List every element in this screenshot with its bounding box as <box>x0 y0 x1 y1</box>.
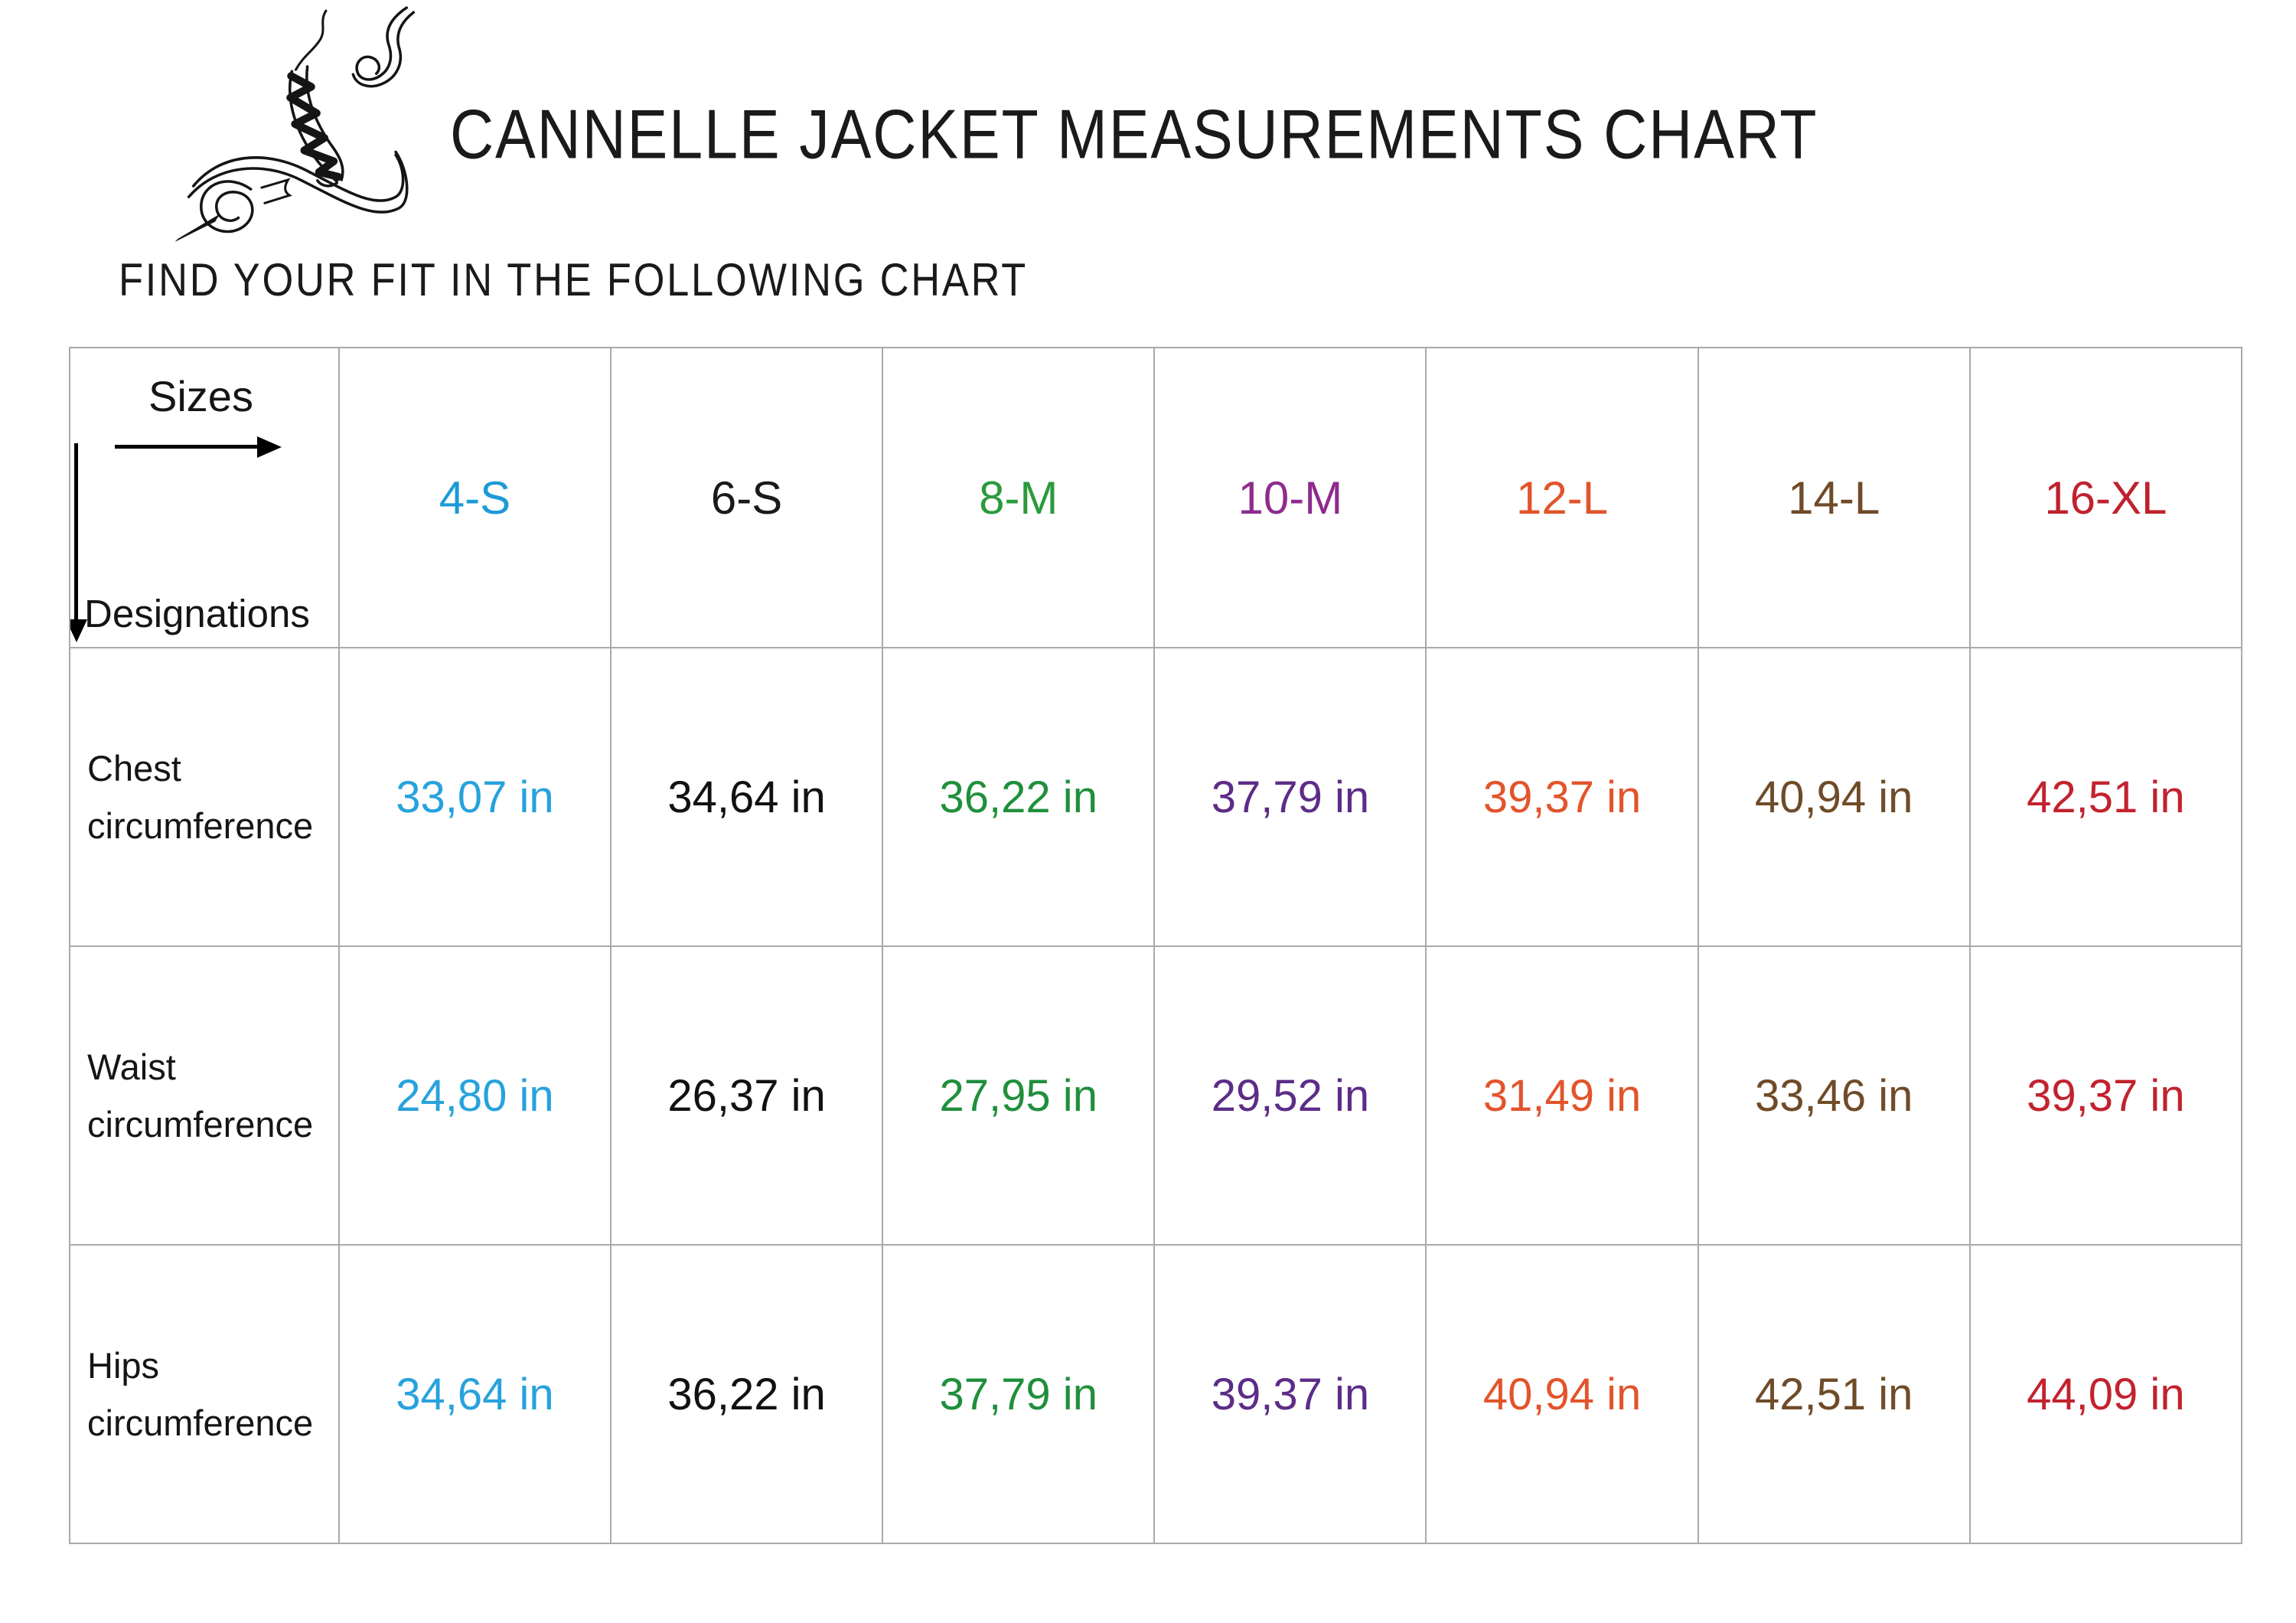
measurement-cell: 37,79 in <box>882 1244 1156 1544</box>
needle-thread-logo-icon <box>174 6 416 242</box>
size-column-header-12l: 12-L <box>1425 347 1699 648</box>
table-row-hips: Hips circumference 34,64 in 36,22 in 37,… <box>69 1244 2243 1544</box>
measurement-cell: 33,07 in <box>338 647 612 947</box>
row-label-chest: Chest circumference <box>69 647 340 947</box>
size-column-header-8m: 8-M <box>882 347 1156 648</box>
measurement-cell: 42,51 in <box>1968 647 2243 947</box>
measurement-cell: 44,09 in <box>1968 1244 2243 1544</box>
sizes-label: Sizes <box>148 372 253 420</box>
measurements-table: Sizes Designations 4-S 6-S 8-M 10-M 12-L… <box>69 347 2243 1544</box>
size-column-header-6s: 6-S <box>610 347 884 648</box>
measurement-cell: 36,22 in <box>610 1244 884 1544</box>
measurement-cell: 27,95 in <box>882 945 1156 1246</box>
page-subtitle: FIND YOUR FIT IN THE FOLLOWING CHART <box>119 253 1029 306</box>
measurement-cell: 42,51 in <box>1697 1244 1971 1544</box>
measurement-cell: 26,37 in <box>610 945 884 1246</box>
measurement-cell: 39,37 in <box>1425 647 1699 947</box>
measurement-cell: 29,52 in <box>1153 945 1427 1246</box>
row-label-waist: Waist circumference <box>69 945 340 1246</box>
measurement-cell: 31,49 in <box>1425 945 1699 1246</box>
size-column-header-16xl: 16-XL <box>1968 347 2243 648</box>
table-row-chest: Chest circumference 33,07 in 34,64 in 36… <box>69 647 2243 947</box>
measurement-cell: 40,94 in <box>1425 1244 1699 1544</box>
measurement-cell: 34,64 in <box>338 1244 612 1544</box>
designations-label: Designations <box>84 592 310 635</box>
down-arrow-icon <box>70 443 87 642</box>
measurement-cell: 34,64 in <box>610 647 884 947</box>
size-column-header-10m: 10-M <box>1153 347 1427 648</box>
measurement-cell: 36,22 in <box>882 647 1156 947</box>
page-title: CANNELLE JACKET MEASUREMENTS CHART <box>450 95 1818 174</box>
right-arrow-icon <box>115 436 282 458</box>
measurement-cell: 39,37 in <box>1153 1244 1427 1544</box>
measurement-cell: 33,46 in <box>1697 945 1971 1246</box>
table-row-waist: Waist circumference 24,80 in 26,37 in 27… <box>69 945 2243 1246</box>
measurement-cell: 24,80 in <box>338 945 612 1246</box>
measurement-cell: 37,79 in <box>1153 647 1427 947</box>
table-header-row: Sizes Designations 4-S 6-S 8-M 10-M 12-L… <box>69 347 2243 648</box>
size-column-header-4s: 4-S <box>338 347 612 648</box>
size-column-header-14l: 14-L <box>1697 347 1971 648</box>
measurement-cell: 39,37 in <box>1968 945 2243 1246</box>
row-label-hips: Hips circumference <box>69 1244 340 1544</box>
corner-cell: Sizes Designations <box>69 347 340 648</box>
measurement-cell: 40,94 in <box>1697 647 1971 947</box>
